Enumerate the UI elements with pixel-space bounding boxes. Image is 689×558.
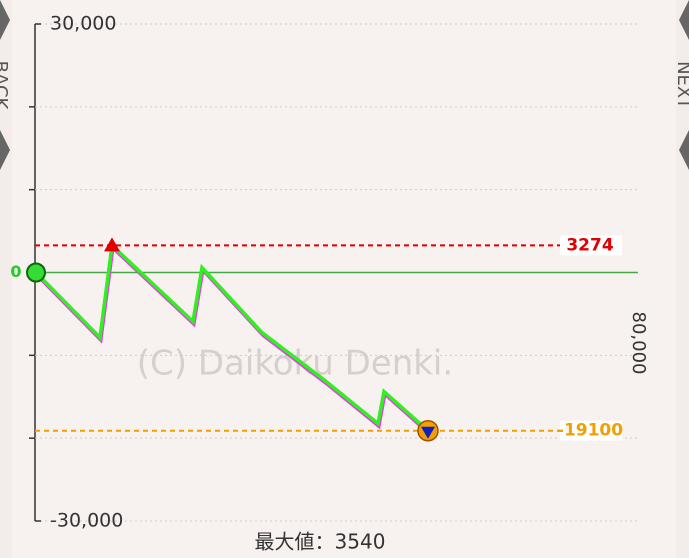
- back-button[interactable]: BACK: [0, 0, 11, 170]
- back-arrow: [0, 0, 10, 170]
- footer: 最大値：3540: [255, 530, 386, 554]
- current-line-label-bg: [560, 420, 622, 441]
- back-label[interactable]: BACK: [0, 61, 11, 111]
- start-marker: [26, 262, 46, 283]
- max-line-label: 3274: [566, 235, 613, 255]
- y-tick-label: 30,000: [50, 13, 116, 35]
- next-button[interactable]: NEXT: [673, 0, 689, 170]
- line: [34, 241, 430, 433]
- watermark: (C) Daikoku Denki.: [137, 344, 453, 384]
- panel: [12, 0, 676, 558]
- x-tick-label: 80,000: [628, 312, 649, 375]
- next-arrow: [679, 0, 689, 170]
- max-marker: [104, 237, 121, 252]
- current-line-label: -19100: [557, 421, 623, 441]
- end-marker-arrow: [420, 426, 435, 439]
- max-line-label-bg: [560, 235, 622, 256]
- y-tick-label: 0: [10, 262, 21, 281]
- y-tick-label: -30,000: [50, 510, 123, 532]
- next-label[interactable]: NEXT: [673, 61, 689, 110]
